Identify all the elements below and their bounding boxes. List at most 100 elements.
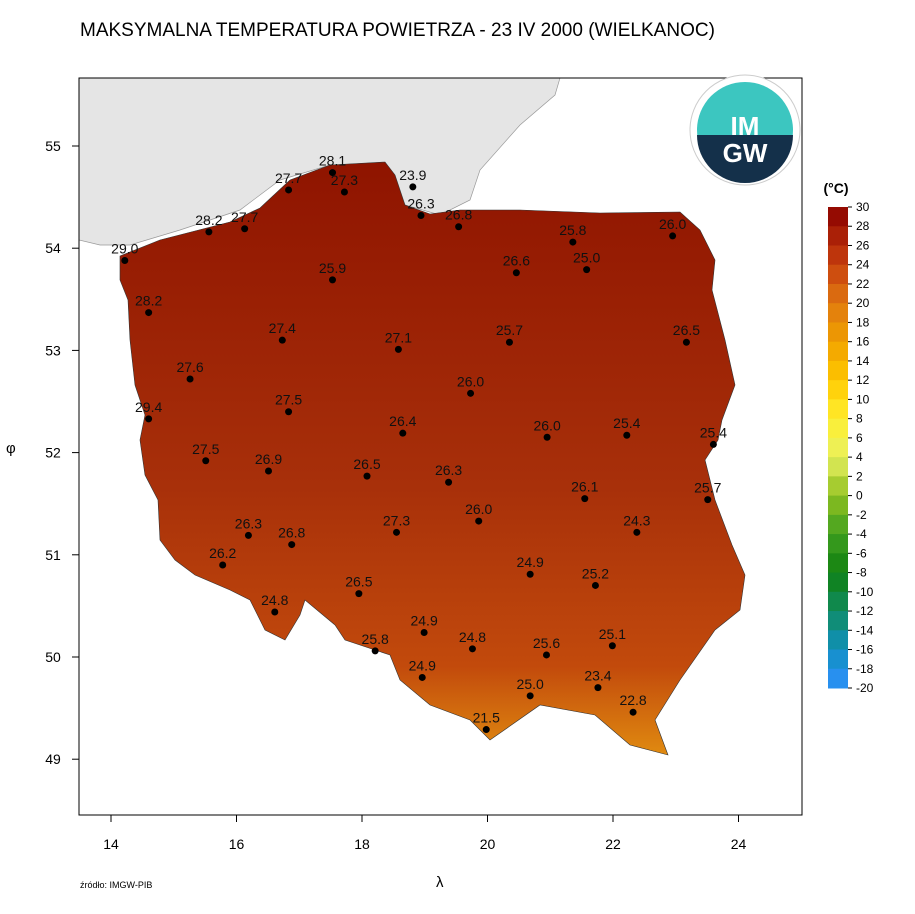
station-dot [526, 570, 534, 578]
x-tick-label: 20 [480, 836, 496, 852]
legend-tick-label: 20 [856, 296, 870, 310]
legend-color-bin [828, 245, 848, 266]
station-dot [186, 375, 194, 383]
station-dot [145, 415, 153, 423]
station: 25.4 [700, 424, 727, 448]
legend-tick-label: 0 [856, 489, 863, 503]
station-dot [591, 581, 599, 589]
station-value: 25.1 [599, 626, 626, 642]
station-value: 25.0 [573, 250, 600, 266]
station-value: 29.0 [111, 240, 138, 256]
station-dot [704, 496, 712, 504]
station-value: 26.5 [353, 456, 380, 472]
legend-tick-label: -6 [856, 546, 867, 560]
station: 21.5 [473, 710, 500, 734]
station: 27.3 [383, 512, 410, 536]
station-dot [202, 457, 210, 465]
station: 25.8 [559, 222, 587, 246]
station-dot [271, 608, 279, 616]
station: 28.2 [135, 293, 162, 317]
y-tick-label: 55 [45, 138, 61, 154]
station-dot [569, 238, 577, 246]
legend-tick-label: -10 [856, 585, 874, 599]
station-dot [682, 338, 690, 346]
legend-tick-label: 18 [856, 315, 870, 329]
station-value: 25.2 [582, 565, 609, 581]
y-tick-label: 51 [45, 547, 61, 563]
station-value: 27.5 [192, 441, 219, 457]
station: 26.1 [571, 479, 599, 503]
station-dot [393, 528, 401, 536]
station-value: 24.9 [409, 657, 436, 673]
station: 22.8 [619, 692, 647, 716]
station: 26.3 [235, 515, 262, 539]
station-value: 24.9 [517, 554, 544, 570]
legend-color-bin [828, 341, 848, 362]
station-dot [445, 478, 453, 486]
station-value: 21.5 [473, 710, 500, 726]
legend-tick-label: 22 [856, 277, 870, 291]
station: 26.0 [465, 501, 493, 525]
station-value: 27.5 [275, 392, 302, 408]
station-dot [409, 183, 417, 191]
station-dot [363, 472, 371, 480]
x-axis-label: λ [436, 874, 444, 891]
station-dot [399, 429, 407, 437]
station-value: 25.4 [613, 415, 640, 431]
station-value: 28.2 [195, 212, 222, 228]
station-dot [512, 269, 520, 277]
station-dot [505, 338, 513, 346]
x-axis: 14 16 18 20 22 24 [103, 815, 746, 852]
station-dot [482, 726, 490, 734]
legend-color-bin [828, 418, 848, 439]
station: 23.4 [584, 668, 612, 692]
x-tick-label: 24 [731, 836, 747, 852]
station-value: 26.2 [209, 545, 236, 561]
station-dot [623, 431, 631, 439]
station: 26.8 [278, 525, 306, 549]
station: 24.9 [517, 554, 544, 578]
y-tick-label: 52 [45, 445, 61, 461]
station-value: 26.3 [235, 515, 262, 531]
station-dot [468, 645, 476, 653]
station: 26.0 [659, 216, 686, 240]
svg-text:GW: GW [723, 138, 768, 168]
map-title: MAKSYMALNA TEMPERATURA POWIETRZA - 23 IV… [80, 20, 715, 41]
legend-tick-label: -8 [856, 566, 867, 580]
station-value: 27.4 [269, 320, 296, 336]
station-value: 26.0 [659, 216, 686, 232]
y-tick-label: 49 [45, 751, 61, 767]
station: 24.8 [459, 629, 486, 653]
station: 27.3 [331, 172, 358, 196]
station: 25.0 [517, 676, 544, 700]
station-dot [526, 692, 534, 700]
legend-color-bin [828, 611, 848, 631]
station-value: 26.5 [673, 322, 700, 338]
legend-tick-label: -20 [856, 681, 874, 695]
station-dot [669, 232, 677, 240]
station: 25.1 [599, 626, 626, 650]
station-value: 26.5 [345, 574, 372, 590]
legend-tick-label: 24 [856, 258, 870, 272]
legend-tick-label: 12 [856, 373, 870, 387]
station-value: 26.3 [435, 462, 462, 478]
legend-color-bin [828, 553, 848, 574]
station-dot [394, 345, 402, 353]
station: 29.4 [135, 399, 162, 423]
legend-tick-label: 2 [856, 469, 863, 483]
legend-tick-label: -16 [856, 643, 874, 657]
legend-color-bin [828, 437, 848, 458]
station-value: 26.4 [389, 413, 416, 429]
station: 26.9 [255, 451, 282, 475]
station: 27.7 [231, 209, 258, 233]
x-tick-label: 16 [229, 836, 245, 852]
station: 26.3 [435, 462, 462, 486]
station-value: 24.8 [261, 592, 288, 608]
station-value: 25.8 [362, 631, 389, 647]
station-dot [581, 495, 589, 503]
station-dot [420, 628, 428, 636]
station-dot [475, 517, 483, 525]
station: 25.6 [533, 635, 560, 659]
station-value: 24.3 [623, 512, 650, 528]
